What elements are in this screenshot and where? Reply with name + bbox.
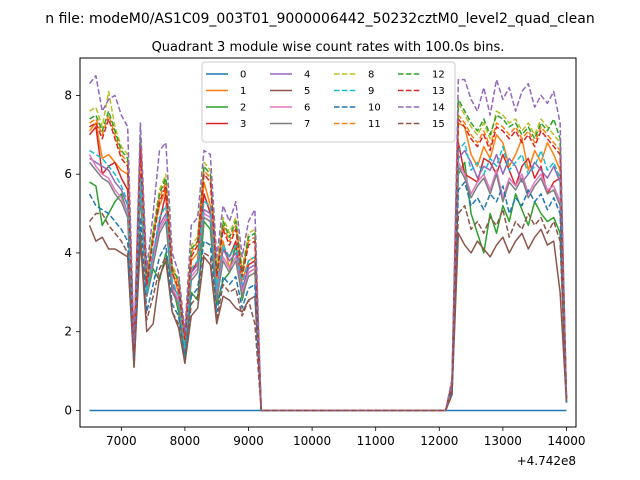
legend-label-1: 1 [240, 86, 246, 97]
x-tick-label: 13000 [484, 434, 522, 448]
legend-label-11: 11 [368, 119, 381, 130]
legend-label-10: 10 [368, 103, 381, 114]
x-tick-label: 8000 [170, 434, 201, 448]
legend-label-5: 5 [304, 86, 310, 97]
x-axis-offset-label: +4.742e8 [517, 454, 576, 468]
series-line-15 [88, 204, 568, 412]
series-line-3 [88, 126, 568, 412]
x-tick-label: 9000 [233, 434, 264, 448]
plot-frame [79, 57, 577, 428]
y-tick-label: 6 [64, 167, 72, 181]
series-line-7 [88, 161, 568, 412]
legend-label-15: 15 [432, 119, 445, 130]
series-line-13 [89, 118, 568, 412]
x-tick-label: 12000 [420, 434, 458, 448]
legend-label-2: 2 [240, 103, 246, 114]
y-tick-label: 0 [64, 403, 72, 417]
y-tick-label: 8 [64, 88, 72, 102]
legend-label-6: 6 [304, 103, 310, 114]
legend-label-14: 14 [432, 103, 445, 114]
chart-title: Quadrant 3 module wise count rates with … [152, 40, 505, 55]
legend-label-12: 12 [432, 70, 445, 81]
legend-label-8: 8 [368, 70, 374, 81]
series-line-2 [89, 161, 568, 412]
legend-label-0: 0 [240, 70, 246, 81]
legend-label-7: 7 [304, 119, 310, 130]
legend-label-3: 3 [240, 119, 246, 130]
x-tick-label: 10000 [293, 434, 331, 448]
y-tick-label: 4 [64, 246, 72, 260]
y-tick-label: 2 [64, 325, 72, 339]
x-tick-label: 14000 [547, 434, 585, 448]
x-tick-label: 11000 [357, 434, 395, 448]
series-line-14 [88, 74, 568, 412]
legend-label-13: 13 [432, 86, 445, 97]
axes: 7000 8000 9000 10000 11000 12000 13000 14000 0 2 4… [64, 88, 585, 448]
x-tick-label: 7000 [106, 434, 137, 448]
legend-label-4: 4 [304, 70, 310, 81]
legend-box [201, 61, 456, 143]
legend-label-9: 9 [368, 86, 374, 97]
series-line-11 [89, 114, 568, 412]
plot-area [88, 74, 568, 412]
figure-suptitle: n file: modeM0/AS1C09_003T01_9000006442_… [45, 11, 594, 27]
